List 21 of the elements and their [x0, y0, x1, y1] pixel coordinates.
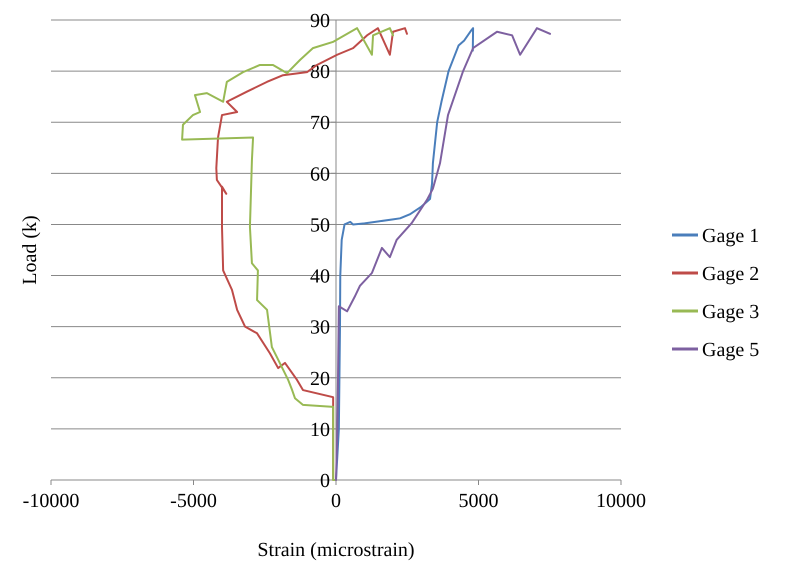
x-tick-label: -10000 [22, 490, 80, 512]
legend-label: Gage 1 [702, 225, 760, 247]
y-tick-label: 0 [320, 470, 330, 492]
x-tick-label: 5000 [458, 490, 498, 512]
legend-label: Gage 5 [702, 339, 760, 361]
legend-label: Gage 3 [702, 301, 760, 323]
line-series [335, 27, 552, 481]
x-tick-label: 10000 [596, 490, 646, 512]
y-axis-title: Load (k) [19, 215, 41, 285]
y-tick-label: 10 [310, 418, 330, 441]
legend-label: Gage 2 [702, 263, 760, 285]
y-tick-label: 70 [310, 112, 330, 134]
y-tick-label: 80 [310, 61, 330, 84]
x-tick-label: -5000 [170, 490, 217, 512]
y-tick-label: 30 [310, 316, 330, 339]
x-axis-title: Strain (microstrain) [257, 539, 415, 561]
y-tick-label: 90 [310, 10, 330, 32]
y-tick-label: 60 [310, 163, 330, 186]
y-tick-label: 40 [310, 266, 330, 288]
y-tick-label: 20 [310, 368, 330, 390]
y-tick-label: 50 [310, 214, 330, 236]
